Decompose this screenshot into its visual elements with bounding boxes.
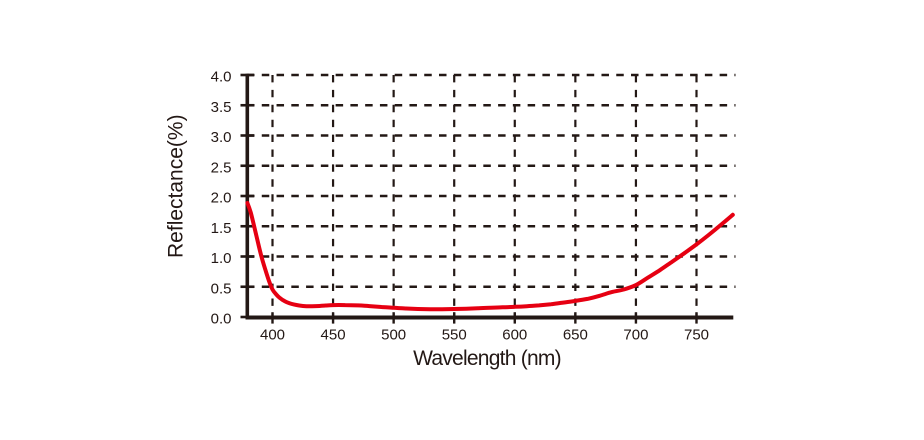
- svg-text:3.5: 3.5: [211, 99, 232, 116]
- svg-text:Wavelength (nm): Wavelength (nm): [413, 347, 561, 370]
- svg-text:2.5: 2.5: [211, 159, 232, 176]
- svg-text:3.0: 3.0: [211, 129, 232, 146]
- svg-text:4.0: 4.0: [211, 69, 232, 86]
- svg-text:Reflectance(%): Reflectance(%): [165, 114, 188, 258]
- svg-text:1.5: 1.5: [211, 220, 232, 237]
- svg-text:650: 650: [563, 327, 588, 344]
- svg-text:500: 500: [381, 327, 406, 344]
- svg-text:600: 600: [502, 327, 527, 344]
- svg-text:0.5: 0.5: [211, 280, 232, 297]
- svg-text:700: 700: [623, 327, 648, 344]
- svg-text:1.0: 1.0: [211, 250, 232, 267]
- svg-text:400: 400: [260, 327, 285, 344]
- svg-text:550: 550: [442, 327, 467, 344]
- svg-text:750: 750: [684, 327, 709, 344]
- svg-text:2.0: 2.0: [211, 190, 232, 207]
- svg-text:450: 450: [321, 327, 346, 344]
- svg-text:0.0: 0.0: [211, 311, 232, 328]
